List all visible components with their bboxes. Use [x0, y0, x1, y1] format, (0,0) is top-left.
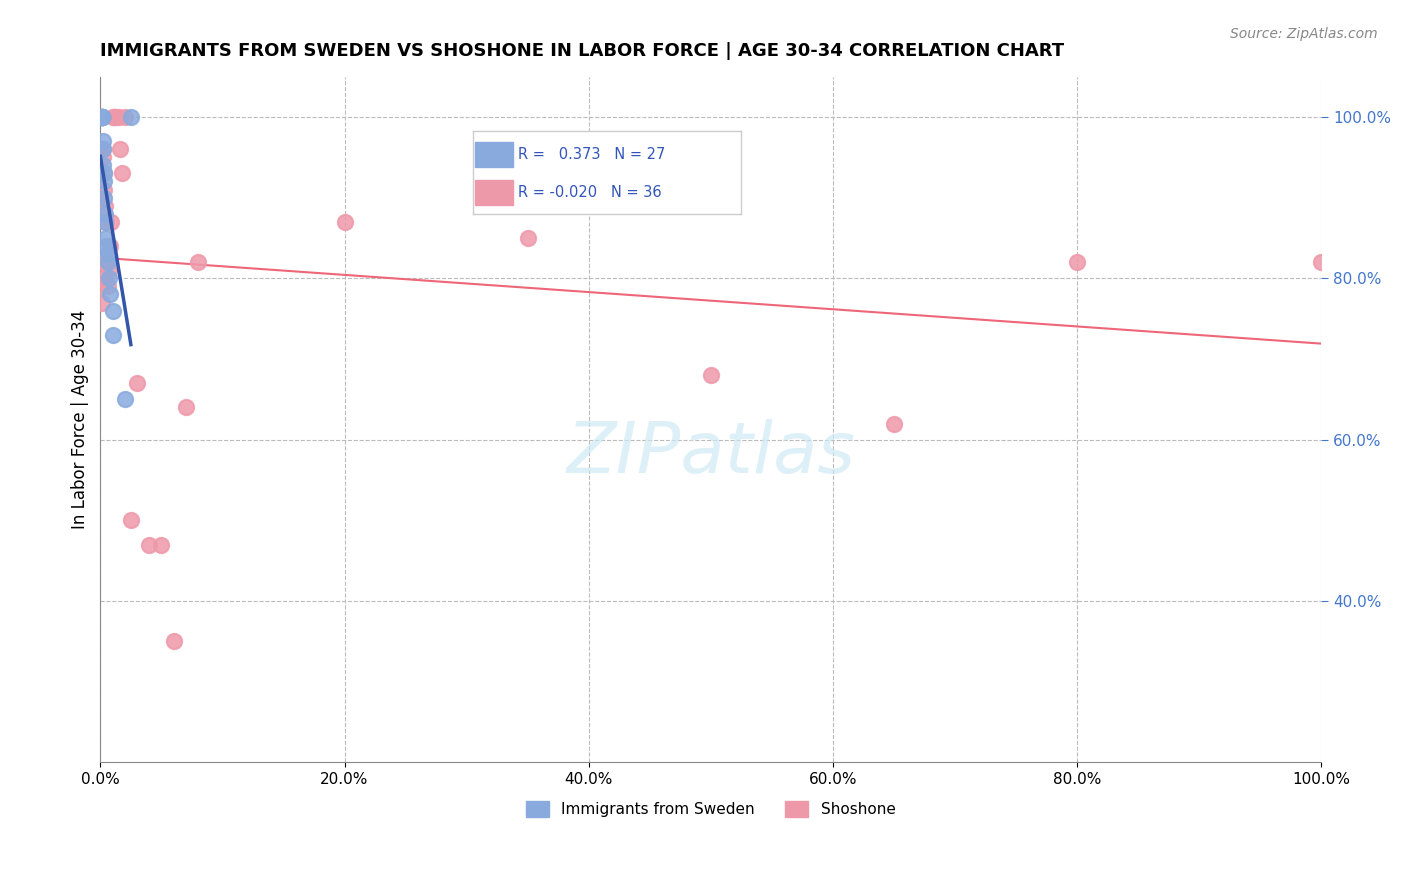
Point	[101, 327, 124, 342]
Point	[94, 271, 117, 285]
Point	[125, 376, 148, 391]
Point	[98, 287, 121, 301]
Point	[94, 199, 117, 213]
Point	[93, 191, 115, 205]
Point	[91, 142, 114, 156]
Point	[90, 295, 112, 310]
Point	[97, 271, 120, 285]
Point	[94, 207, 117, 221]
Point	[101, 303, 124, 318]
Point	[90, 110, 112, 124]
Point	[96, 231, 118, 245]
Point	[108, 142, 131, 156]
Point	[101, 110, 124, 124]
Point	[93, 183, 115, 197]
Point	[91, 142, 114, 156]
Point	[97, 255, 120, 269]
Point	[114, 392, 136, 407]
Point	[105, 110, 128, 124]
Point	[883, 417, 905, 431]
Point	[93, 166, 115, 180]
Text: Source: ZipAtlas.com: Source: ZipAtlas.com	[1230, 27, 1378, 41]
Point	[93, 174, 115, 188]
Point	[90, 110, 112, 124]
Point	[114, 110, 136, 124]
Point	[174, 401, 197, 415]
Y-axis label: In Labor Force | Age 30-34: In Labor Force | Age 30-34	[72, 310, 89, 529]
Point	[90, 110, 112, 124]
Point	[700, 368, 723, 383]
Point	[150, 538, 173, 552]
Text: IMMIGRANTS FROM SWEDEN VS SHOSHONE IN LABOR FORCE | AGE 30-34 CORRELATION CHART: IMMIGRANTS FROM SWEDEN VS SHOSHONE IN LA…	[100, 42, 1064, 60]
Point	[1066, 255, 1088, 269]
Point	[91, 158, 114, 172]
Point	[90, 110, 112, 124]
Point	[90, 255, 112, 269]
Point	[96, 255, 118, 269]
Point	[97, 279, 120, 293]
Point	[107, 110, 129, 124]
Point	[90, 110, 112, 124]
Point	[90, 110, 112, 124]
Point	[91, 150, 114, 164]
Point	[103, 110, 125, 124]
Point	[111, 166, 134, 180]
Point	[516, 231, 538, 245]
Legend: Immigrants from Sweden, Shoshone: Immigrants from Sweden, Shoshone	[520, 795, 901, 823]
Point	[187, 255, 209, 269]
Point	[93, 166, 115, 180]
Point	[104, 110, 127, 124]
Text: ZIPatlas: ZIPatlas	[567, 419, 855, 488]
Point	[96, 215, 118, 229]
Point	[100, 215, 122, 229]
Point	[97, 247, 120, 261]
Point	[91, 134, 114, 148]
Point	[162, 634, 184, 648]
Point	[90, 110, 112, 124]
Point	[90, 110, 112, 124]
Point	[120, 513, 142, 527]
Point	[1310, 255, 1333, 269]
Point	[138, 538, 160, 552]
Point	[90, 110, 112, 124]
Point	[120, 110, 142, 124]
Point	[94, 215, 117, 229]
Point	[90, 279, 112, 293]
Point	[98, 239, 121, 253]
Point	[96, 239, 118, 253]
Point	[333, 215, 356, 229]
Point	[97, 263, 120, 277]
